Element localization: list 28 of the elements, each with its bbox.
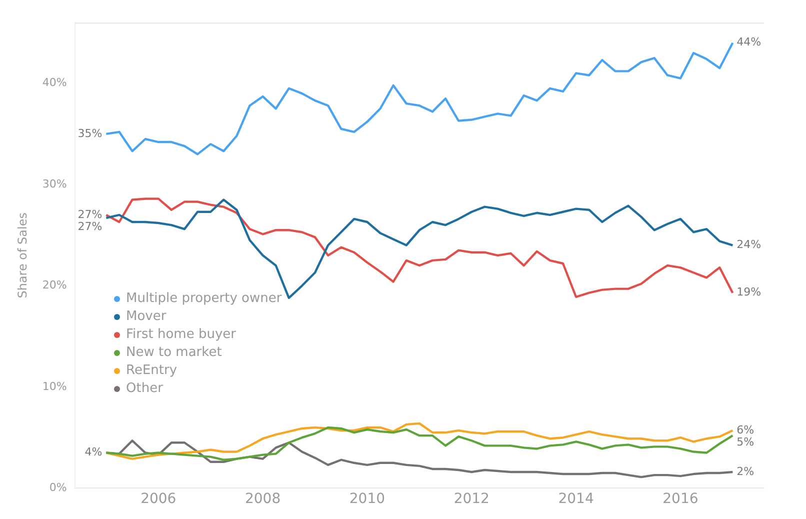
- x-tick-label: 2016: [662, 491, 698, 508]
- legend-label: Multiple property owner: [126, 290, 282, 308]
- x-tick-label: 2012: [454, 491, 490, 508]
- x-tick-label: 2008: [244, 491, 281, 508]
- y-tick-label: 20%: [42, 278, 67, 292]
- legend-label: New to market: [126, 344, 222, 362]
- data-label: 27%: [78, 220, 102, 233]
- y-tick-label: 10%: [42, 380, 67, 393]
- legend-label: Mover: [126, 308, 166, 326]
- data-label: 2%: [736, 464, 754, 478]
- data-label: 27%: [78, 208, 102, 221]
- x-tick-label: 2010: [349, 491, 386, 508]
- data-label: 4%: [84, 446, 102, 459]
- data-label: 35%: [78, 126, 102, 140]
- y-axis-title: Share of Sales: [15, 212, 30, 298]
- y-tick-label: 40%: [42, 76, 67, 90]
- legend-label: First home buyer: [126, 326, 236, 344]
- data-label: 44%: [736, 36, 762, 49]
- data-label: 5%: [736, 435, 754, 448]
- legend-label: Other: [126, 380, 163, 398]
- data-label: 6%: [736, 423, 754, 436]
- y-tick-label: 0%: [49, 481, 67, 494]
- data-label: 19%: [736, 286, 762, 299]
- x-tick-label: 2006: [140, 491, 176, 508]
- y-tick-label: 30%: [42, 177, 67, 190]
- data-label: 24%: [736, 238, 762, 252]
- x-tick-label: 2014: [558, 491, 594, 508]
- legend-label: ReEntry: [126, 362, 178, 380]
